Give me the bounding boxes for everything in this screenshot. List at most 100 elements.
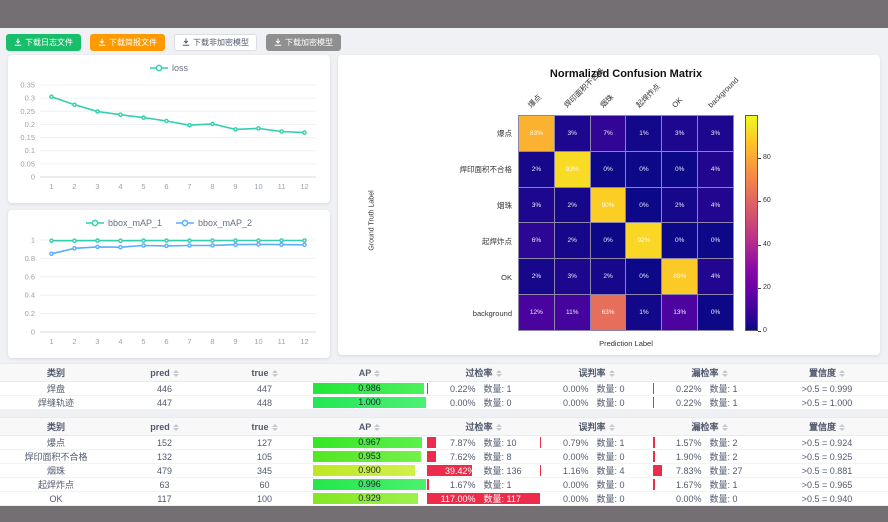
svg-text:10: 10	[254, 337, 262, 346]
sort-carets-icon[interactable]	[721, 424, 728, 432]
column-header[interactable]: 误判率	[540, 417, 653, 436]
column-header[interactable]: 置信度	[766, 363, 888, 382]
ap-cell: 0.986	[312, 381, 427, 396]
sort-carets-icon[interactable]	[172, 423, 179, 431]
true-count-cell: 345	[217, 463, 312, 478]
legend-item-bbox_mAP_1[interactable]: bbox_mAP_1	[85, 218, 162, 228]
ap-value: 0.986	[358, 383, 381, 393]
svg-text:8: 8	[210, 337, 214, 346]
sort-carets-icon[interactable]	[839, 424, 845, 432]
column-header[interactable]: AP	[312, 363, 427, 382]
sort-carets-icon[interactable]	[608, 424, 615, 432]
column-header[interactable]: 过检率	[427, 363, 540, 382]
matrix-y-label: OK	[501, 273, 512, 282]
map-line-chart: 00.20.40.60.811 2 3 4 5 6 7 8 9 10 11 12	[25, 236, 316, 346]
sort-carets-icon[interactable]	[172, 369, 179, 377]
rate-count: 数量: 117	[483, 494, 521, 504]
column-header[interactable]: 漏检率	[653, 417, 766, 436]
rate-percent: 1.16%	[562, 465, 589, 476]
sort-carets-icon[interactable]	[839, 370, 845, 378]
overdetect-rate-cell: 7.87% 数量: 10	[427, 435, 540, 450]
matrix-x-label: 起焊炸点	[634, 82, 662, 110]
matrix-cell: 3%	[554, 259, 590, 295]
class-name-cell: 焊盘	[0, 381, 112, 396]
svg-text:2: 2	[72, 182, 76, 191]
rate-bar	[540, 465, 542, 476]
column-header[interactable]: 过检率	[427, 417, 540, 436]
column-header[interactable]: pred	[112, 363, 217, 382]
svg-text:6: 6	[164, 182, 168, 191]
matrix-y-label: 烟珠	[497, 201, 512, 210]
table-separator	[0, 410, 888, 417]
overdetect-rate-cell: 1.67% 数量: 1	[427, 477, 540, 492]
matrix-cell: 2%	[554, 187, 590, 223]
table-row: 烟珠 479 345 0.900 39.42% 数量: 136 1.16% 数量: 4 7.83…	[0, 463, 888, 478]
sort-carets-icon[interactable]	[271, 369, 278, 377]
rate-count: 数量: 136	[483, 466, 522, 476]
confidence-cell: >0.5 = 0.881	[766, 463, 888, 478]
sort-carets-icon[interactable]	[721, 370, 728, 378]
colorbar	[745, 115, 758, 331]
rate-bar	[427, 465, 472, 476]
x-axis-title: Prediction Label	[599, 339, 653, 348]
class-name-cell: 爆点	[0, 435, 112, 450]
column-header-label: 类别	[46, 368, 65, 378]
sort-carets-icon[interactable]	[271, 423, 278, 431]
svg-text:0: 0	[31, 173, 35, 182]
loss-chart-card: loss 0 0.05 0.1 0.15 0.2 0.25 0.3 0.35 1 2 3 4 5 6 7 8 9…	[8, 55, 330, 203]
table-row: 焊盘 446 447 0.986 0.22% 数量: 1 0.00% 数量: 0 0.22% 数量…	[0, 381, 888, 396]
column-header[interactable]: true	[217, 417, 312, 436]
legend-label: loss	[171, 63, 188, 73]
column-header-label: pred	[150, 367, 170, 378]
metrics-table-1: 类别 pred true AP 过检率 误判率 漏检率 置信度 焊盘 446 447 0.986 0.2…	[0, 363, 888, 410]
colorbar-tick-label: 20	[763, 283, 771, 291]
legend-item-loss[interactable]: loss	[149, 63, 188, 73]
column-header[interactable]: pred	[112, 417, 217, 436]
colorbar-tick-mark	[758, 158, 761, 160]
matrix-cell: 7%	[590, 116, 626, 151]
column-header[interactable]: true	[217, 363, 312, 382]
confidence-cell: >0.5 = 0.924	[766, 435, 888, 450]
legend-item-bbox_mAP_2[interactable]: bbox_mAP_2	[176, 218, 252, 228]
column-header[interactable]: 误判率	[540, 363, 653, 382]
confusion-matrix-grid: 83% 3% 7% 1% 3% 3% 2% 93% 0% 0% 0% 4% 3% 2% 90% 0% 2% 4% 6…	[518, 115, 734, 331]
rate-percent: 7.62%	[449, 451, 476, 462]
matrix-cell: 63%	[590, 295, 626, 330]
column-header-label: 误判率	[578, 368, 606, 378]
svg-text:0.4: 0.4	[25, 291, 35, 300]
column-header-label: 漏检率	[691, 422, 719, 432]
matrix-y-label: 焊印面积不合格	[459, 165, 513, 174]
column-header[interactable]: 漏检率	[653, 363, 766, 382]
sort-carets-icon[interactable]	[495, 370, 502, 378]
download-encrypted-model-button[interactable]: 下载加密模型	[266, 33, 341, 51]
sort-carets-icon[interactable]	[374, 423, 381, 431]
download-plain-model-button[interactable]: 下载非加密模型	[174, 33, 257, 51]
miss-rate-cell: 0.22% 数量: 1	[653, 395, 766, 410]
column-header[interactable]: AP	[312, 417, 427, 436]
svg-text:5: 5	[141, 182, 145, 191]
download-brief-button[interactable]: 下载简报文件	[90, 33, 165, 51]
ap-bar	[313, 451, 421, 462]
miss-rate-cell: 1.90% 数量: 2	[653, 449, 766, 464]
ap-bar	[313, 383, 425, 394]
download-log-button[interactable]: 下载日志文件	[6, 33, 81, 51]
miss-rate-cell: 0.22% 数量: 1	[653, 381, 766, 396]
matrix-cell: 4%	[698, 151, 733, 187]
confidence-cell: >0.5 = 0.940	[766, 491, 888, 506]
sort-carets-icon[interactable]	[374, 369, 381, 377]
svg-text:0: 0	[31, 328, 35, 337]
sort-carets-icon[interactable]	[495, 424, 502, 432]
column-header-label: 置信度	[808, 368, 836, 378]
ap-value: 0.929	[358, 493, 381, 503]
sort-carets-icon[interactable]	[608, 370, 615, 378]
svg-text:0.2: 0.2	[25, 120, 35, 129]
matrix-cell: 0%	[626, 259, 662, 295]
rate-bar	[653, 397, 655, 408]
button-label: 下载非加密模型	[193, 37, 249, 47]
matrix-cell: 2%	[554, 223, 590, 259]
column-header[interactable]: 置信度	[766, 417, 888, 436]
rate-count: 数量: 0	[596, 480, 625, 490]
matrix-cell: 0%	[698, 223, 733, 259]
matrix-cell: 3%	[698, 116, 733, 151]
rate-count: 数量: 1	[709, 480, 738, 490]
